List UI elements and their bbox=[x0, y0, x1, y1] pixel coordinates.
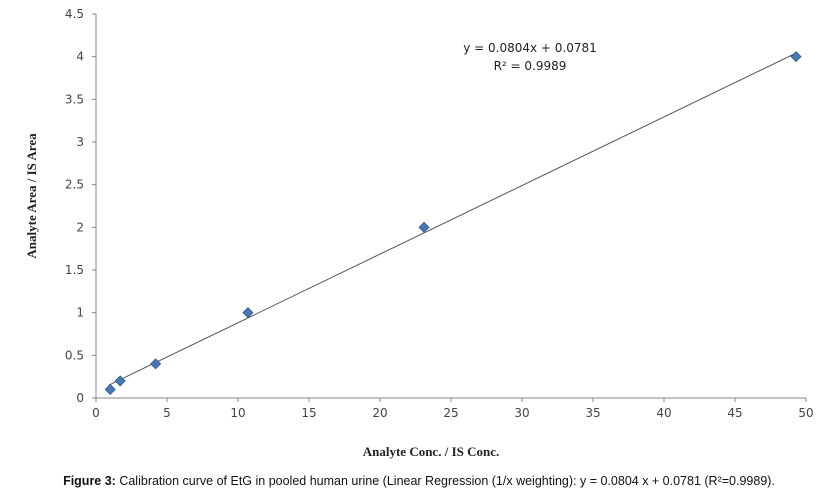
y-axis-title: Analyte Area / IS Area bbox=[24, 133, 39, 259]
x-tick-label: 30 bbox=[514, 406, 529, 420]
y-tick-label: 4.5 bbox=[65, 7, 84, 21]
regression-equation: y = 0.0804x + 0.0781 bbox=[463, 41, 597, 55]
y-tick-label: 0 bbox=[76, 391, 84, 405]
r-squared-label: R² = 0.9989 bbox=[494, 59, 567, 73]
axes bbox=[92, 13, 807, 402]
x-tick-label: 40 bbox=[656, 406, 671, 420]
x-axis-title: Analyte Conc. / IS Conc. bbox=[363, 444, 500, 459]
y-tick-label: 2.5 bbox=[65, 178, 84, 192]
regression-annotation: y = 0.0804x + 0.0781 R² = 0.9989 bbox=[463, 41, 597, 73]
x-tick-label: 15 bbox=[301, 406, 316, 420]
x-tick-label: 25 bbox=[443, 406, 458, 420]
x-tick-label: 10 bbox=[230, 406, 245, 420]
data-point bbox=[150, 358, 162, 370]
y-tick-label: 3.5 bbox=[65, 92, 84, 106]
axis-labels: 0 0.5 1 1.5 2 2.5 3 3.5 4 4.5 0 5 10 15 20 25 30 35 40 45 50… bbox=[24, 7, 814, 459]
x-tick-label: 35 bbox=[585, 406, 600, 420]
x-tick-label: 45 bbox=[727, 406, 742, 420]
y-tick-label: 4 bbox=[76, 50, 84, 64]
x-tick-label: 5 bbox=[163, 406, 171, 420]
caption-text: Calibration curve of EtG in pooled human… bbox=[115, 474, 775, 488]
data-point bbox=[114, 375, 126, 387]
y-tick-label: 1.5 bbox=[65, 263, 84, 277]
figure-caption: Figure 3: Calibration curve of EtG in po… bbox=[0, 474, 838, 488]
x-tick-label: 0 bbox=[92, 406, 100, 420]
data-point bbox=[104, 383, 116, 396]
data-point bbox=[242, 307, 254, 319]
data-points bbox=[104, 51, 802, 396]
x-tick-label: 50 bbox=[798, 406, 813, 420]
data-point bbox=[790, 51, 802, 63]
x-tick-label: 20 bbox=[372, 406, 387, 420]
y-tick-label: 3 bbox=[76, 135, 84, 149]
trendline-group bbox=[108, 52, 797, 386]
caption-label: Figure 3: bbox=[63, 474, 116, 488]
y-tick-label: 0.5 bbox=[65, 348, 84, 362]
y-tick-label: 2 bbox=[76, 220, 84, 234]
data-point bbox=[418, 221, 430, 233]
y-tick-label: 1 bbox=[76, 306, 84, 320]
regression-line bbox=[108, 52, 797, 386]
chart-svg: 0 0.5 1 1.5 2 2.5 3 3.5 4 4.5 0 5 10 15 20 25 30 35 40 45 50… bbox=[24, 7, 814, 459]
